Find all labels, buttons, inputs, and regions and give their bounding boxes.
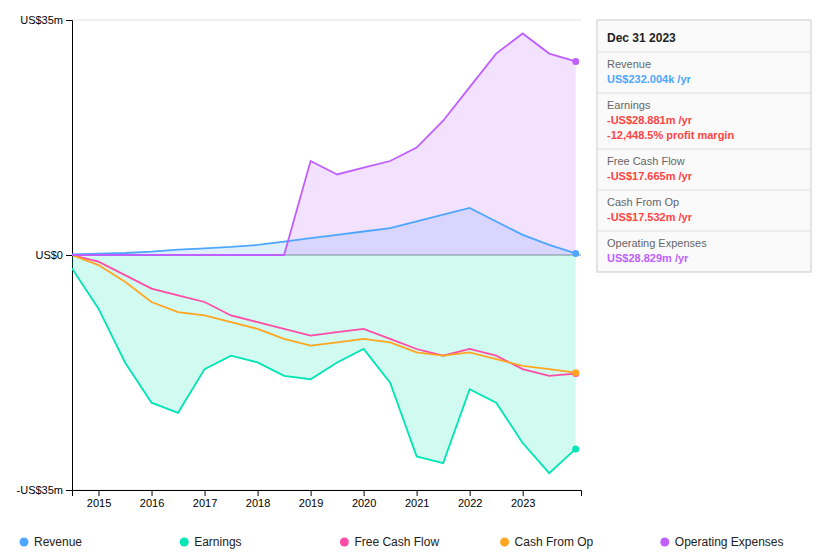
legend-swatch bbox=[340, 538, 349, 547]
y-tick: US$0 bbox=[35, 249, 72, 261]
x-tick: 2019 bbox=[299, 490, 323, 509]
x-tick-mark bbox=[258, 490, 259, 496]
area bbox=[72, 33, 576, 255]
legend-label: Cash From Op bbox=[515, 535, 594, 549]
x-tick: 2020 bbox=[352, 490, 376, 509]
line bbox=[72, 255, 576, 376]
legend-swatch bbox=[180, 538, 189, 547]
x-tick-label: 2017 bbox=[193, 497, 217, 509]
x-tick-mark bbox=[311, 490, 312, 496]
y-tick-label: US$0 bbox=[35, 249, 63, 261]
info-box-value: -12,448.5% profit margin bbox=[607, 129, 734, 141]
info-box-divider bbox=[597, 52, 811, 53]
end-point bbox=[572, 370, 579, 377]
info-box-label: Operating Expenses bbox=[607, 237, 707, 249]
info-box-title: Dec 31 2023 bbox=[607, 31, 676, 45]
info-box-frame bbox=[597, 20, 811, 272]
x-axis: 2015 2016 2017 2018 2019 2020 2021 2022 2023 bbox=[73, 490, 582, 509]
info-box-label: Cash From Op bbox=[607, 196, 679, 208]
line bbox=[72, 255, 576, 373]
x-tick-label: 2022 bbox=[458, 497, 482, 509]
grid bbox=[72, 20, 581, 490]
info-box-divider bbox=[597, 190, 811, 191]
x-tick-mark bbox=[417, 490, 418, 496]
info-box-label: Revenue bbox=[607, 58, 651, 70]
x-tick: 2021 bbox=[405, 490, 429, 509]
x-tick-mark bbox=[152, 490, 153, 496]
legend-swatch bbox=[500, 538, 509, 547]
legend-swatch bbox=[660, 538, 669, 547]
x-tick-mark bbox=[470, 490, 471, 496]
y-tick-mark bbox=[66, 490, 72, 491]
legend-item: Cash From Op bbox=[500, 535, 594, 549]
x-tick-label: 2020 bbox=[352, 497, 376, 509]
legend-swatch bbox=[20, 538, 29, 547]
info-box-value: US$28.829m /yr bbox=[607, 252, 689, 264]
info-box-value: -US$17.532m /yr bbox=[607, 211, 693, 223]
info-box-label: Earnings bbox=[607, 99, 651, 111]
x-tick-label: 2023 bbox=[511, 497, 535, 509]
x-tick: 2018 bbox=[246, 490, 270, 509]
x-tick-label: 2015 bbox=[87, 497, 111, 509]
legend-item: Revenue bbox=[20, 535, 83, 549]
x-tick: 2022 bbox=[458, 490, 482, 509]
x-tick-label: 2021 bbox=[405, 497, 429, 509]
info-box-label: Free Cash Flow bbox=[607, 155, 685, 167]
x-tick-label: 2016 bbox=[140, 497, 164, 509]
legend-item: Operating Expenses bbox=[660, 535, 783, 549]
x-tick-mark bbox=[523, 490, 524, 496]
info-box-divider bbox=[597, 93, 811, 94]
info-box-value: -US$28.881m /yr bbox=[607, 114, 693, 126]
end-point bbox=[572, 250, 579, 257]
grid-line bbox=[72, 20, 581, 21]
legend-item: Earnings bbox=[180, 535, 242, 549]
legend-item: Free Cash Flow bbox=[340, 535, 440, 549]
x-tick-label: 2018 bbox=[246, 497, 270, 509]
y-axis-line bbox=[66, 21, 73, 491]
legend: Revenue Earnings Free Cash Flow Cash From O… bbox=[20, 535, 784, 549]
x-tick: 2015 bbox=[87, 490, 111, 509]
legend-label: Earnings bbox=[194, 535, 241, 549]
y-tick-label: US$35m bbox=[20, 14, 63, 26]
x-tick-mark bbox=[99, 490, 100, 496]
end-point bbox=[572, 369, 579, 376]
plot-area bbox=[72, 33, 579, 473]
x-axis-line bbox=[73, 491, 582, 497]
legend-label: Operating Expenses bbox=[675, 535, 784, 549]
x-tick: 2017 bbox=[193, 490, 217, 509]
legend-label: Revenue bbox=[34, 535, 82, 549]
x-tick-label: 2019 bbox=[299, 497, 323, 509]
info-box-value: -US$17.665m /yr bbox=[607, 170, 693, 182]
x-tick: 2016 bbox=[140, 490, 164, 509]
line bbox=[72, 33, 576, 255]
y-tick-mark bbox=[66, 20, 72, 21]
info-box: Dec 31 2023 Revenue US$232.004k /yr Earning… bbox=[597, 20, 811, 272]
y-tick-label: -US$35m bbox=[17, 484, 63, 496]
x-tick-mark bbox=[205, 490, 206, 496]
info-box-value: US$232.004k /yr bbox=[607, 73, 692, 85]
x-tick-mark bbox=[364, 490, 365, 496]
end-point bbox=[572, 445, 579, 452]
info-box-divider bbox=[597, 149, 811, 150]
y-axis: -US$35m US$0 US$35m bbox=[17, 14, 73, 496]
info-box-divider bbox=[597, 231, 811, 232]
x-tick: 2023 bbox=[511, 490, 535, 509]
line bbox=[72, 208, 576, 254]
y-tick: -US$35m bbox=[17, 484, 72, 496]
y-tick: US$35m bbox=[20, 14, 72, 26]
chart: 2015 2016 2017 2018 2019 2020 2021 2022 2023 -US$… bbox=[0, 0, 821, 560]
legend-label: Free Cash Flow bbox=[354, 535, 439, 549]
area bbox=[72, 255, 576, 473]
y-tick-mark bbox=[66, 255, 72, 256]
end-point bbox=[572, 58, 579, 65]
